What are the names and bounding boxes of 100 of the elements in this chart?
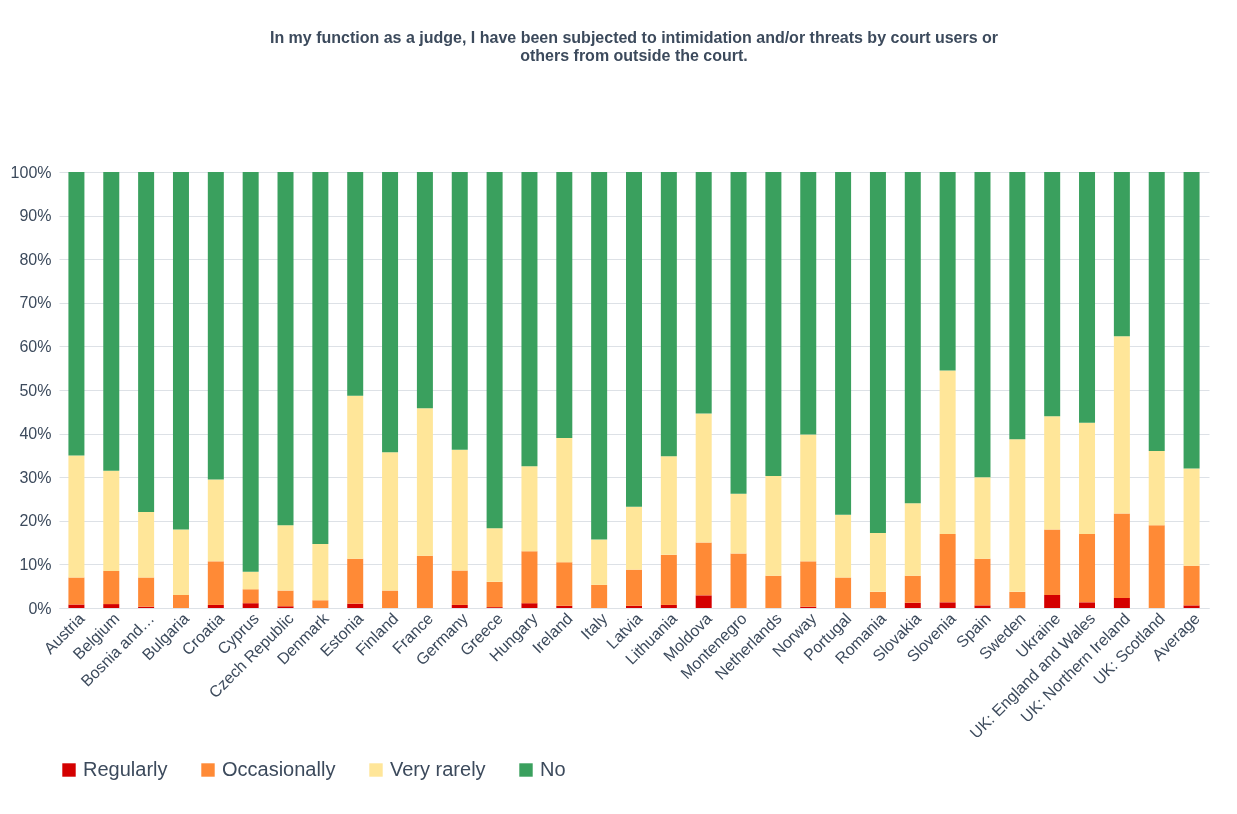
- bar: [939, 533, 956, 603]
- bar: [242, 571, 259, 590]
- bar: [382, 172, 399, 453]
- bar: [347, 558, 364, 604]
- y-tick-label: 10%: [19, 555, 52, 573]
- bar: [103, 172, 120, 471]
- y-tick-label: 30%: [19, 468, 52, 486]
- bar: [486, 528, 503, 582]
- bar: [904, 172, 921, 504]
- bar: [765, 172, 782, 476]
- bar: [626, 506, 642, 570]
- bar: [904, 503, 921, 576]
- bar: [660, 604, 677, 608]
- bar: [974, 558, 991, 606]
- legend-label: No: [540, 758, 566, 780]
- bar: [312, 543, 329, 601]
- bar: [103, 604, 120, 608]
- bar: [1183, 565, 1200, 606]
- bar: [1044, 529, 1061, 595]
- bar: [974, 172, 991, 478]
- bar: [869, 533, 886, 592]
- bar: [1009, 172, 1026, 440]
- y-tick-label: 20%: [19, 512, 52, 530]
- bar: [242, 603, 259, 608]
- bar: [660, 554, 677, 605]
- bar: [451, 604, 468, 608]
- bar: [521, 466, 538, 552]
- bar: [939, 602, 956, 608]
- bar: [486, 581, 503, 608]
- bar: [521, 551, 538, 604]
- bar: [1113, 597, 1130, 608]
- bar: [1148, 525, 1165, 608]
- bar: [521, 603, 538, 608]
- legend-label: Regularly: [83, 758, 168, 780]
- bar: [207, 561, 224, 605]
- bar: [172, 172, 189, 530]
- y-tick-label: 100%: [10, 163, 52, 181]
- y-tick-label: 80%: [19, 250, 52, 268]
- legend-label: Very rarely: [390, 758, 486, 780]
- bar: [591, 172, 608, 540]
- bar: [1148, 451, 1165, 526]
- bar: [765, 575, 782, 608]
- bar: [869, 591, 886, 608]
- bar: [556, 172, 573, 438]
- bar: [347, 603, 364, 608]
- bar: [660, 456, 677, 555]
- bar: [68, 577, 85, 605]
- y-tick-label: 40%: [19, 425, 52, 443]
- bar: [416, 555, 433, 608]
- y-tick-label: 60%: [19, 337, 52, 355]
- bar: [1113, 172, 1130, 337]
- bar: [277, 590, 294, 607]
- bar: [312, 172, 329, 544]
- bar: [1044, 416, 1061, 530]
- bar: [730, 553, 747, 608]
- y-tick-label: 50%: [19, 381, 52, 399]
- bar: [103, 570, 120, 605]
- bar: [800, 172, 817, 435]
- bar: [1183, 468, 1200, 566]
- bar: [835, 514, 852, 578]
- bar: [695, 172, 712, 414]
- bar: [695, 413, 712, 543]
- bar: [1009, 591, 1026, 608]
- bar: [626, 569, 642, 606]
- bar: [800, 561, 817, 607]
- bar: [939, 172, 956, 371]
- bar: [1079, 602, 1096, 608]
- bar: [695, 542, 712, 596]
- bar: [1113, 513, 1130, 598]
- bar: [1044, 594, 1061, 608]
- bar: [277, 172, 294, 526]
- bar: [556, 605, 573, 608]
- bar: [835, 577, 852, 608]
- bar: [1044, 172, 1061, 417]
- bar: [207, 479, 224, 562]
- bar: [1183, 172, 1200, 469]
- bar: [1113, 336, 1130, 514]
- bar: [451, 449, 468, 571]
- bar: [1183, 605, 1200, 608]
- bar: [730, 493, 747, 554]
- bar: [347, 172, 364, 396]
- bar: [382, 452, 399, 591]
- bar: [172, 594, 189, 608]
- chart-title: In my function as a judge, I have been subjected to intimidation and/or threats by court users or others from outside the court.: [269, 29, 999, 64]
- bar: [765, 475, 782, 576]
- bar: [138, 577, 155, 607]
- y-tick-label: 90%: [19, 207, 52, 225]
- bar: [242, 589, 259, 604]
- bar: [486, 172, 503, 529]
- bar: [277, 525, 294, 591]
- bar: [1079, 172, 1096, 423]
- bar: [974, 477, 991, 559]
- bar: [242, 172, 259, 572]
- bar: [660, 172, 677, 457]
- bar: [416, 172, 433, 409]
- bar: [591, 584, 608, 608]
- bar: [556, 562, 573, 606]
- bar: [835, 172, 852, 515]
- y-tick-label: 0%: [28, 599, 52, 617]
- bar: [207, 172, 224, 480]
